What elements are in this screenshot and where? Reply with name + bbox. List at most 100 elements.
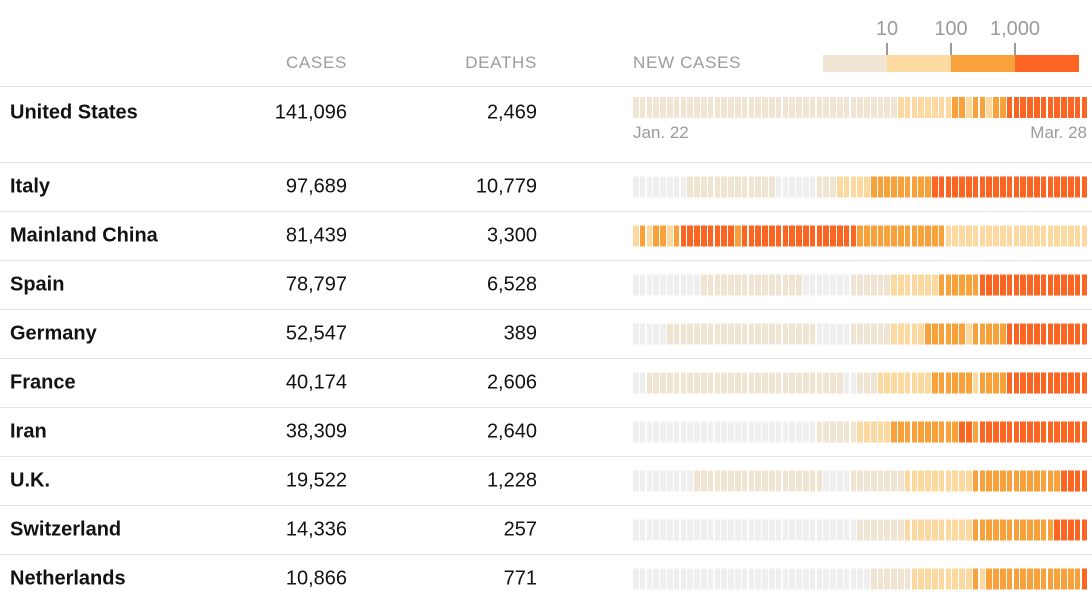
heat-cell <box>796 372 802 394</box>
heat-cell <box>843 568 850 590</box>
heat-cell <box>1081 97 1088 118</box>
heat-cell <box>680 97 687 118</box>
heat-cell <box>653 323 659 345</box>
heat-cell <box>755 470 761 492</box>
heat-cell <box>904 323 911 345</box>
heat-cell <box>680 372 687 394</box>
cases-column-header: CASES <box>285 53 347 72</box>
heat-cell <box>782 274 789 296</box>
new-cases-strip <box>633 372 1088 394</box>
heat-cell <box>721 568 727 590</box>
heat-cell <box>1074 176 1081 198</box>
legend-tick-mark <box>1014 43 1016 55</box>
heat-cell <box>945 568 952 590</box>
new-cases-strip <box>633 323 1088 345</box>
heat-cell <box>891 225 897 247</box>
heat-cell <box>714 568 721 590</box>
heat-cell <box>816 176 823 198</box>
heat-cell <box>870 568 877 590</box>
heat-cell <box>802 372 809 394</box>
heat-cell <box>646 97 653 118</box>
heat-cell <box>1054 519 1061 541</box>
heat-cell <box>768 225 775 247</box>
heat-cell <box>1013 568 1020 590</box>
heat-cell <box>1006 519 1013 541</box>
heat-cell <box>775 97 782 118</box>
heat-cell <box>959 97 965 118</box>
new-cases-strip <box>633 225 1088 247</box>
heat-cell <box>639 519 646 541</box>
heat-cell <box>864 274 870 296</box>
heat-cell <box>945 176 952 198</box>
heat-cell <box>728 225 734 247</box>
heat-cell <box>639 274 646 296</box>
heat-cell <box>666 274 673 296</box>
heat-cell <box>700 274 707 296</box>
heat-cell <box>1000 97 1006 118</box>
heat-cell <box>938 470 945 492</box>
heat-cell <box>993 97 999 118</box>
heat-cell <box>639 97 646 118</box>
heat-cell <box>768 470 775 492</box>
heat-cell <box>836 421 843 443</box>
heat-cell <box>904 97 911 118</box>
heat-cell <box>741 421 748 443</box>
heat-cell <box>734 225 741 247</box>
heat-cell <box>782 470 789 492</box>
heat-cell <box>952 519 959 541</box>
legend-tick-label: 1,000 <box>989 18 1041 40</box>
heat-cell <box>959 519 965 541</box>
heat-cell <box>707 519 714 541</box>
heat-cell <box>734 568 741 590</box>
heat-cell <box>687 372 693 394</box>
heat-cell <box>734 323 741 345</box>
heat-cell <box>952 470 959 492</box>
new-cases-strip <box>633 421 1088 443</box>
heat-cell <box>666 470 673 492</box>
heat-cell <box>673 97 680 118</box>
heat-cell <box>782 225 789 247</box>
heat-cell <box>870 372 877 394</box>
cases-value: 97,689 <box>285 175 347 198</box>
heat-cell <box>1054 274 1061 296</box>
heat-cell <box>1040 274 1047 296</box>
heat-cell <box>823 323 829 345</box>
heat-cell <box>938 323 945 345</box>
heat-cell <box>714 274 721 296</box>
heat-cell <box>1074 225 1081 247</box>
heat-cell <box>966 470 972 492</box>
heat-cell <box>843 519 850 541</box>
heat-cell <box>870 470 877 492</box>
heat-cell <box>1006 97 1013 118</box>
heat-cell <box>809 225 816 247</box>
heat-cell <box>945 519 952 541</box>
heat-cell <box>748 470 755 492</box>
color-scale-legend <box>823 55 1079 72</box>
heat-cell <box>850 323 857 345</box>
heat-cell <box>748 176 755 198</box>
country-rows: United States 141,096 2,469 Jan. 22 Mar.… <box>0 86 1092 602</box>
heat-cell <box>775 470 782 492</box>
heat-cell <box>1068 323 1074 345</box>
heat-cell <box>850 519 857 541</box>
heat-cell <box>884 97 891 118</box>
heat-cell <box>932 519 938 541</box>
heat-cell <box>646 421 653 443</box>
heat-cell <box>966 421 972 443</box>
heat-cell <box>666 97 673 118</box>
heat-cell <box>762 470 768 492</box>
heat-cell <box>687 470 693 492</box>
deaths-value: 3,300 <box>486 224 537 247</box>
heat-cell <box>789 97 795 118</box>
heat-cell <box>925 519 931 541</box>
heat-cell <box>884 176 891 198</box>
heat-cell <box>925 568 931 590</box>
heat-cell <box>816 97 823 118</box>
new-cases-column-header: NEW CASES <box>633 53 742 72</box>
heat-cell <box>904 225 911 247</box>
heat-cell <box>1013 225 1020 247</box>
heat-cell <box>972 274 979 296</box>
heat-cell <box>1006 470 1013 492</box>
heat-cell <box>1081 176 1088 198</box>
heat-cell <box>1006 225 1013 247</box>
